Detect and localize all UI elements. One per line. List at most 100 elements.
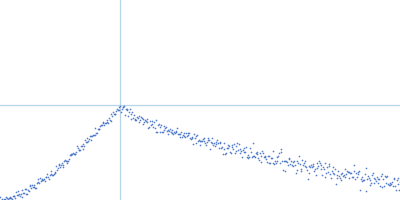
Point bbox=[129, 111, 136, 114]
Point bbox=[311, 169, 318, 173]
Point bbox=[79, 148, 86, 151]
Point bbox=[50, 172, 57, 175]
Point bbox=[298, 169, 305, 172]
Point bbox=[197, 139, 204, 142]
Point bbox=[323, 171, 330, 174]
Point bbox=[222, 153, 228, 156]
Point bbox=[119, 107, 125, 110]
Point bbox=[241, 151, 248, 154]
Point bbox=[342, 175, 348, 178]
Point bbox=[268, 157, 274, 160]
Point bbox=[88, 138, 94, 141]
Point bbox=[156, 125, 163, 128]
Point bbox=[175, 132, 181, 136]
Point bbox=[153, 118, 160, 121]
Point bbox=[133, 118, 140, 121]
Point bbox=[367, 183, 374, 187]
Point bbox=[149, 122, 156, 125]
Point bbox=[13, 191, 19, 194]
Point bbox=[284, 163, 291, 166]
Point bbox=[262, 154, 268, 157]
Point bbox=[90, 134, 97, 137]
Point bbox=[91, 134, 98, 137]
Point bbox=[238, 150, 244, 153]
Point bbox=[316, 160, 322, 163]
Point bbox=[305, 178, 311, 181]
Point bbox=[304, 168, 310, 171]
Point bbox=[329, 170, 335, 173]
Point bbox=[86, 137, 92, 140]
Point bbox=[152, 130, 159, 133]
Point bbox=[139, 117, 145, 120]
Point bbox=[142, 119, 148, 122]
Point bbox=[22, 187, 28, 191]
Point bbox=[7, 196, 14, 200]
Point bbox=[357, 188, 363, 191]
Point bbox=[217, 141, 224, 144]
Point bbox=[232, 151, 238, 154]
Point bbox=[112, 112, 119, 115]
Point bbox=[346, 170, 353, 173]
Point bbox=[120, 105, 127, 108]
Point bbox=[256, 151, 263, 154]
Point bbox=[235, 148, 241, 152]
Point bbox=[320, 165, 326, 169]
Point bbox=[266, 154, 272, 157]
Point bbox=[318, 167, 324, 170]
Point bbox=[176, 133, 182, 136]
Point bbox=[216, 146, 222, 149]
Point bbox=[26, 189, 32, 193]
Point bbox=[108, 112, 115, 116]
Point bbox=[372, 177, 378, 180]
Point bbox=[188, 137, 194, 141]
Point bbox=[205, 136, 212, 140]
Point bbox=[34, 177, 41, 181]
Point bbox=[117, 104, 124, 107]
Point bbox=[228, 144, 235, 147]
Point bbox=[108, 119, 114, 123]
Point bbox=[377, 184, 383, 188]
Point bbox=[59, 163, 66, 166]
Point bbox=[275, 155, 281, 158]
Point bbox=[325, 170, 331, 173]
Point bbox=[125, 114, 132, 117]
Point bbox=[242, 150, 248, 154]
Point bbox=[204, 138, 211, 141]
Point bbox=[109, 114, 116, 118]
Point bbox=[282, 169, 288, 172]
Point bbox=[314, 166, 321, 169]
Point bbox=[62, 159, 69, 162]
Point bbox=[126, 111, 132, 114]
Point bbox=[276, 161, 283, 164]
Point bbox=[101, 123, 108, 126]
Point bbox=[66, 153, 73, 157]
Point bbox=[192, 137, 198, 140]
Point bbox=[267, 162, 273, 165]
Point bbox=[273, 160, 280, 163]
Point bbox=[0, 196, 3, 199]
Point bbox=[155, 123, 161, 126]
Point bbox=[254, 152, 260, 155]
Point bbox=[348, 172, 354, 175]
Point bbox=[3, 196, 10, 199]
Point bbox=[28, 186, 34, 190]
Point bbox=[350, 170, 357, 173]
Point bbox=[106, 116, 112, 119]
Point bbox=[259, 150, 265, 153]
Point bbox=[207, 147, 213, 150]
Point bbox=[252, 151, 259, 155]
Point bbox=[144, 117, 150, 120]
Point bbox=[60, 166, 66, 169]
Point bbox=[232, 149, 239, 153]
Point bbox=[123, 108, 129, 111]
Point bbox=[95, 127, 102, 131]
Point bbox=[2, 198, 8, 200]
Point bbox=[228, 152, 234, 155]
Point bbox=[14, 194, 21, 197]
Point bbox=[178, 131, 184, 134]
Point bbox=[136, 120, 143, 123]
Point bbox=[302, 164, 309, 167]
Point bbox=[223, 152, 229, 155]
Point bbox=[159, 131, 165, 134]
Point bbox=[41, 178, 47, 181]
